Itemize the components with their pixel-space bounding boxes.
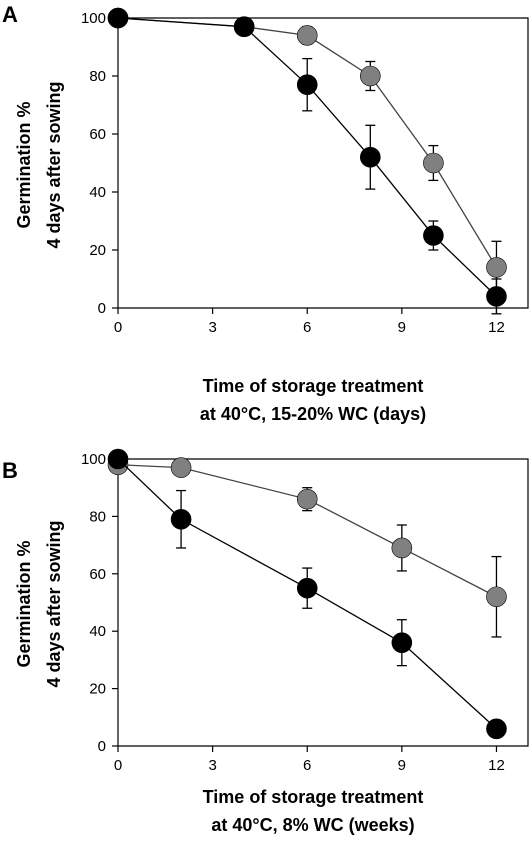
panel-letter: A	[2, 2, 18, 27]
x-tick-label: 0	[114, 319, 122, 336]
data-point	[107, 448, 129, 470]
x-tick-label: 9	[398, 319, 406, 336]
y-axis-title: 4 days after sowing	[44, 81, 64, 248]
y-axis-title: Germination %	[14, 101, 34, 228]
data-point	[296, 488, 318, 510]
data-point	[296, 74, 318, 95]
y-tick-label: 80	[89, 68, 106, 85]
y-tick-label: 20	[89, 681, 106, 698]
x-axis-title: at 40°C, 8% WC (weeks)	[211, 815, 414, 835]
data-point	[486, 718, 507, 740]
y-tick-label: 20	[89, 242, 106, 259]
x-tick-label: 3	[208, 319, 216, 336]
data-point	[486, 586, 507, 608]
x-axis-title: Time of storage treatment	[203, 376, 424, 396]
data-point	[360, 65, 381, 87]
y-axis-title: 4 days after sowing	[44, 520, 64, 687]
x-axis-title: Time of storage treatment	[203, 787, 424, 807]
plot-frame	[117, 17, 529, 309]
data-point	[423, 225, 444, 246]
data-point	[486, 286, 507, 307]
y-tick-label: 0	[98, 300, 106, 317]
plot-frame	[117, 458, 529, 747]
data-point	[391, 537, 413, 559]
y-tick-label: 100	[81, 10, 106, 27]
x-tick-label: 12	[488, 319, 505, 336]
x-tick-label: 6	[303, 757, 311, 774]
y-tick-label: 40	[89, 623, 106, 640]
data-point	[423, 152, 444, 174]
series-black	[107, 448, 507, 740]
y-tick-label: 100	[81, 451, 106, 468]
series-black	[107, 7, 507, 315]
panel-letter: B	[2, 458, 18, 483]
y-axis-title: Germination %	[14, 540, 34, 667]
y-tick-label: 60	[89, 126, 106, 143]
data-point	[486, 257, 507, 278]
series-grey	[107, 7, 507, 295]
series-grey	[107, 454, 507, 638]
panel-b-chart: B 0 20 40 60 80 100 0 3 6 9 12 Time of storage treat…	[2, 448, 529, 835]
x-tick-label: 9	[398, 757, 406, 774]
series-line	[117, 17, 497, 297]
y-tick-label: 0	[98, 738, 106, 755]
data-point	[107, 7, 129, 29]
y-tick-label: 80	[89, 508, 106, 525]
x-tick-label: 0	[114, 757, 122, 774]
x-tick-label: 12	[488, 757, 505, 774]
y-tick-label: 40	[89, 184, 106, 201]
x-tick-label: 3	[208, 757, 216, 774]
data-point	[170, 457, 192, 478]
data-point	[233, 16, 255, 38]
panel-a-chart: A 0 20 40 60 80 100 0 3 6 9 12 Time of storage treat…	[2, 2, 529, 424]
y-tick-label: 60	[89, 566, 106, 583]
x-axis-title: at 40°C, 15-20% WC (days)	[200, 404, 426, 424]
data-point	[296, 577, 318, 599]
data-point	[170, 508, 192, 530]
data-point	[360, 146, 381, 168]
data-point	[391, 632, 413, 653]
x-tick-label: 6	[303, 319, 311, 336]
data-point	[296, 25, 318, 46]
